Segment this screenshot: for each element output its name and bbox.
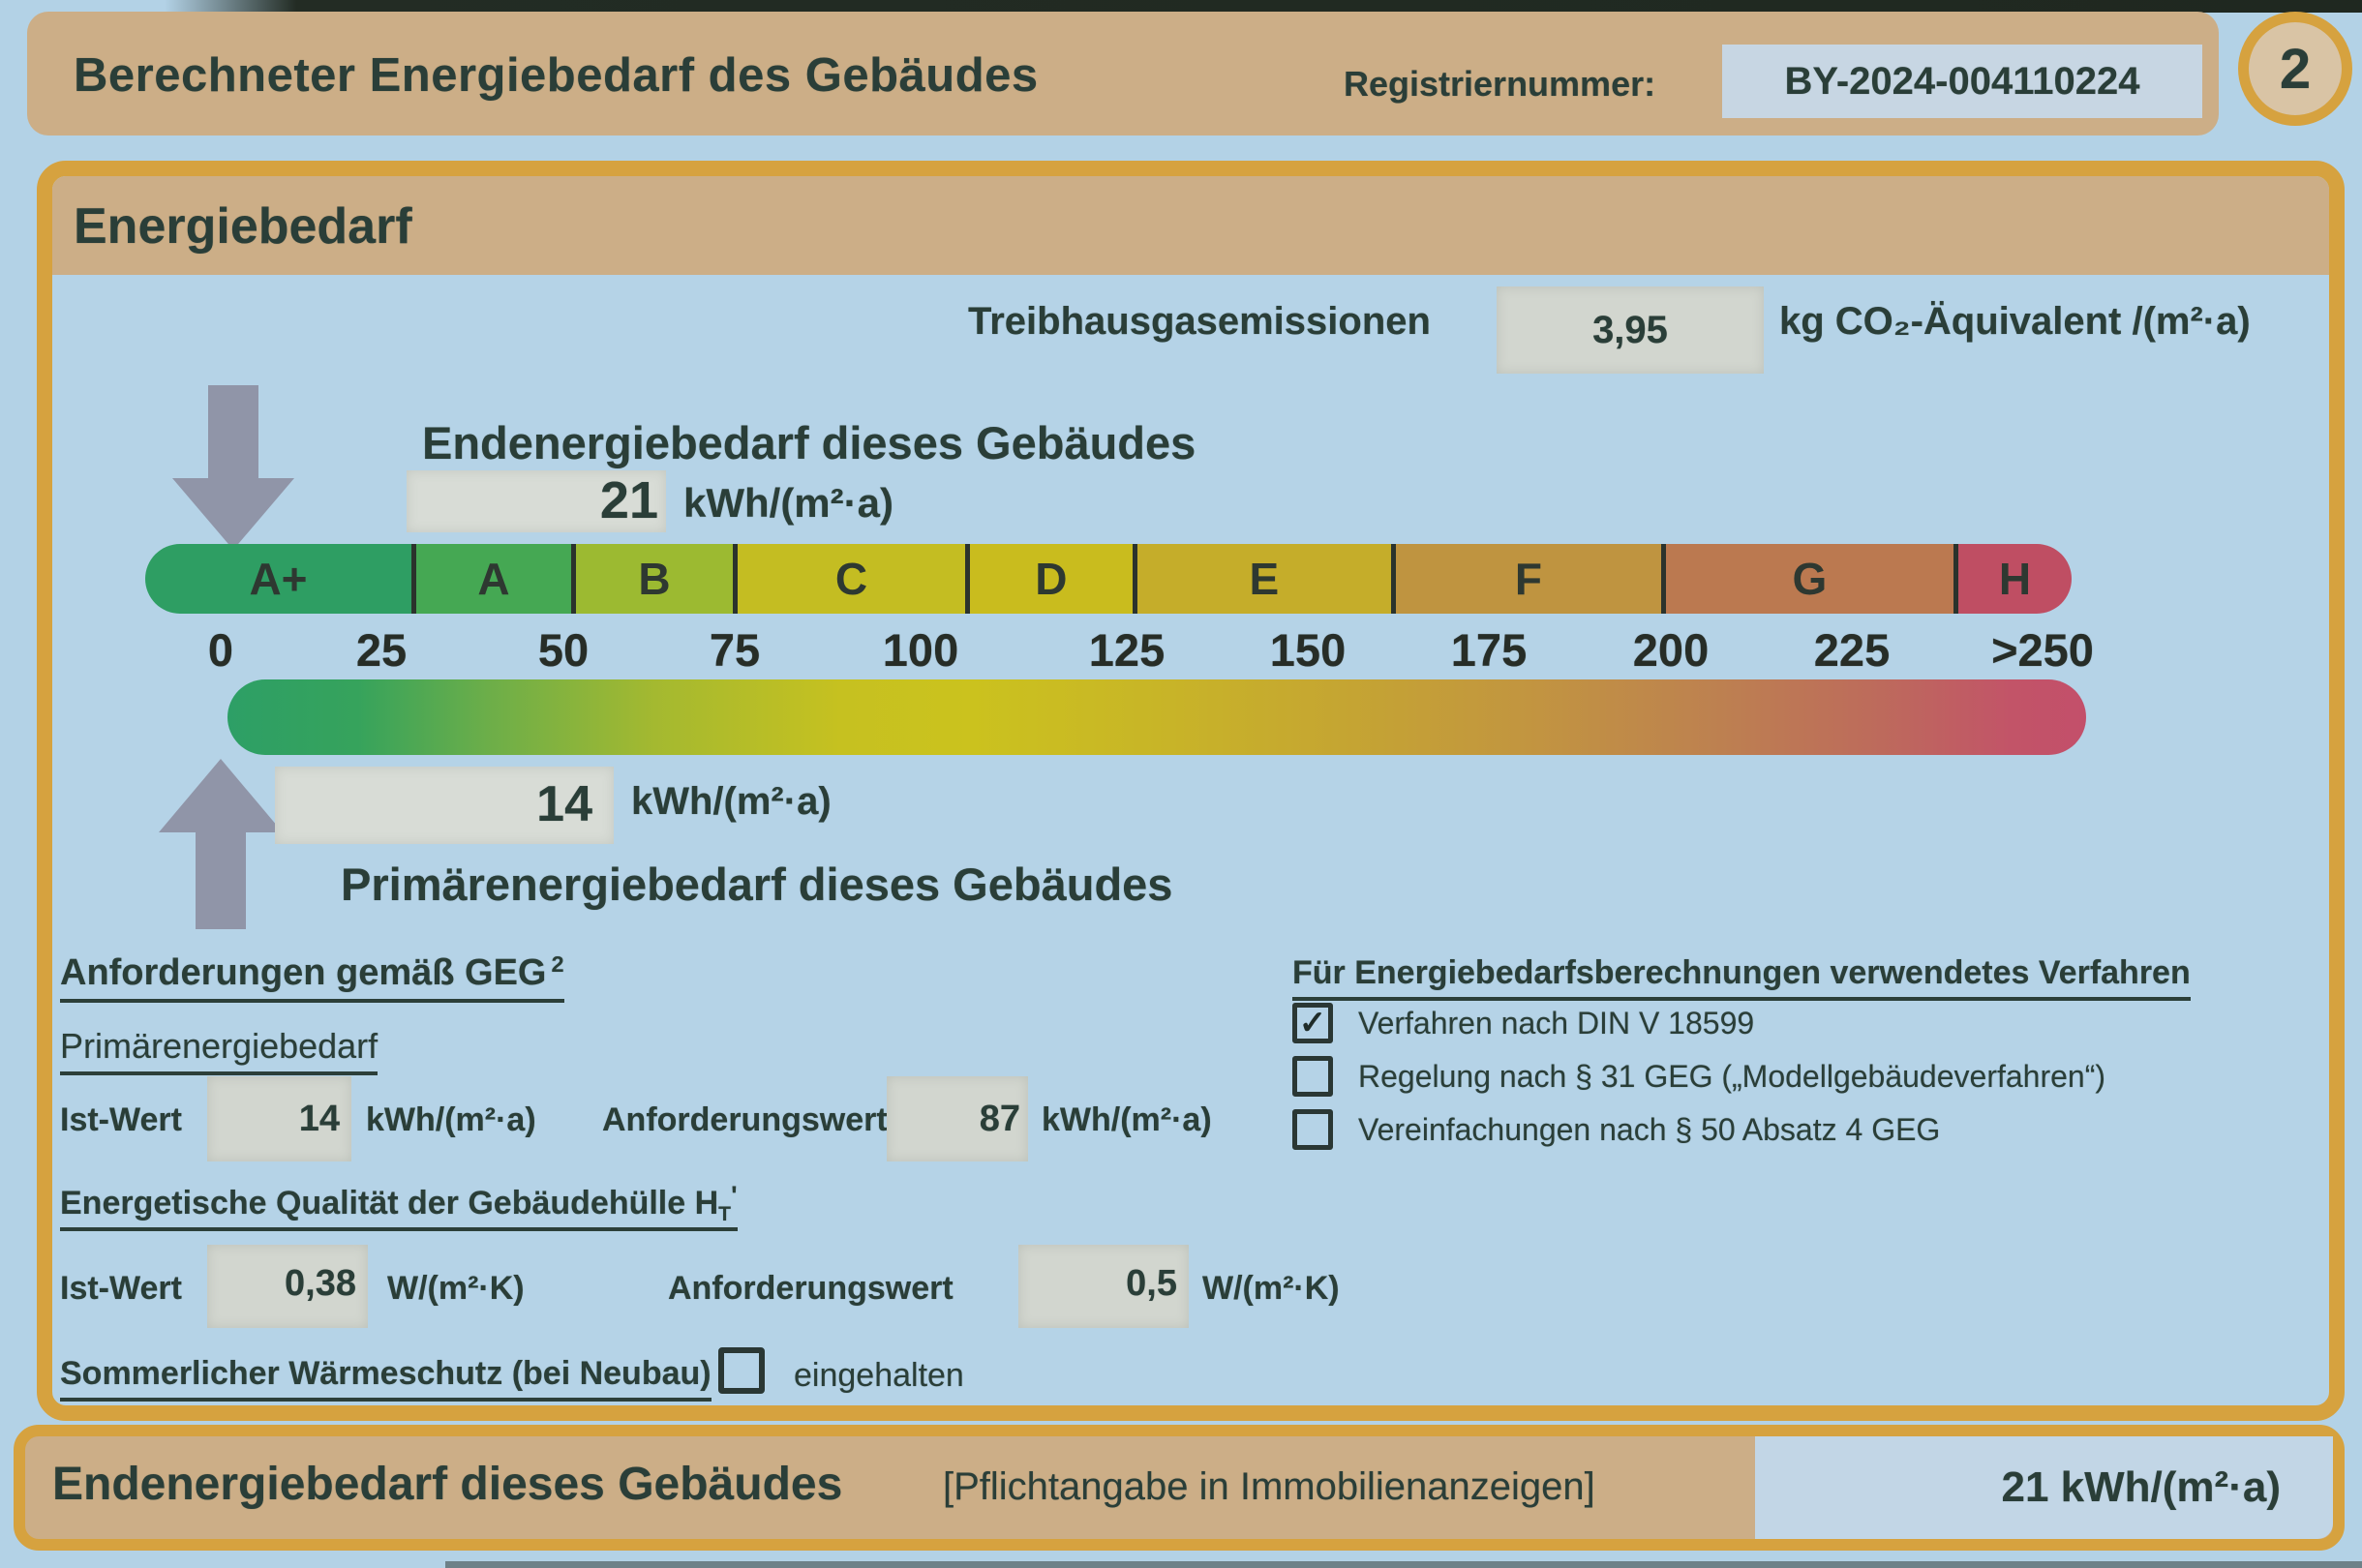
method-option-label: Verfahren nach DIN V 18599 — [1358, 1005, 1755, 1040]
requirements-heading-footnote: 2 — [551, 951, 564, 978]
efficiency-scale: A+ A B C D E F G H — [145, 544, 2072, 614]
requirements-heading-text: Anforderungen gemäß GEG — [60, 952, 547, 993]
scale-class-D: D — [964, 544, 1133, 614]
primary-energy-value: 14 — [536, 776, 592, 832]
primary-ist-unit: kWh/(m²·a) — [366, 1101, 536, 1138]
registry-number-value: BY-2024-004110224 — [1784, 60, 2140, 103]
up-arrow-icon — [196, 830, 246, 929]
down-arrow-head-icon — [172, 478, 294, 550]
envelope-quality-heading: Energetische Qualität der Gebäudehülle H… — [60, 1180, 738, 1231]
summer-heat-protection-checkbox-label: eingehalten — [794, 1357, 964, 1394]
method-heading: Für Energiebedarfsberechnungen verwendet… — [1292, 954, 2191, 1001]
primary-energy-label: Primärenergiebedarf dieses Gebäudes — [341, 859, 1173, 910]
emissions-label: Treibhausgasemissionen — [968, 300, 1431, 343]
scale-tick->250: >250 — [1991, 624, 2094, 676]
checkbox-checked-icon[interactable]: ✓ — [1292, 1003, 1333, 1043]
scale-class-G: G — [1660, 544, 1953, 614]
scale-tick-125: 125 — [1088, 624, 1166, 676]
checkbox-icon[interactable] — [1292, 1109, 1333, 1150]
scale-tick-25: 25 — [355, 624, 408, 676]
method-option: Vereinfachungen nach § 50 Absatz 4 GEG — [1292, 1109, 2105, 1150]
scale-tick-100: 100 — [882, 624, 959, 676]
primary-energy-unit: kWh/(m²·a) — [631, 780, 832, 823]
scale-class-H: H — [1953, 544, 2072, 614]
scale-tick-50: 50 — [537, 624, 590, 676]
primary-req-value: 87 — [979, 1099, 1020, 1139]
scale-class-F: F — [1390, 544, 1661, 614]
primary-energy-requirement-heading: Primärenergiebedarf — [60, 1026, 379, 1075]
scale-tick-150: 150 — [1269, 624, 1347, 676]
page-number-badge: 2 — [2238, 12, 2352, 126]
scale-tick-0: 0 — [207, 624, 234, 676]
down-arrow-icon — [208, 385, 258, 480]
footer-note: [Pflichtangabe in Immobilienanzeigen] — [943, 1465, 1595, 1508]
primary-ist-value: 14 — [298, 1099, 340, 1139]
scale-tick-75: 75 — [709, 624, 761, 676]
ht-subscript: T — [718, 1202, 732, 1225]
end-energy-value: 21 — [599, 471, 658, 529]
end-energy-value-field: 21 — [407, 470, 666, 532]
envelope-ist-value-field: 0,38 — [207, 1245, 368, 1328]
card-header-strip — [52, 176, 2329, 275]
primary-energy-value-field: 14 — [275, 767, 614, 844]
ist-wert-label: Ist-Wert — [60, 1101, 182, 1138]
method-option-label: Regelung nach § 31 GEG („Modellgebäudeve… — [1358, 1058, 2106, 1094]
energy-gradient-bar — [227, 679, 2086, 755]
summer-heat-protection-checkbox[interactable] — [718, 1347, 765, 1394]
scale-class-A+: A+ — [145, 544, 412, 614]
registry-number-label: Registriernummer: — [1344, 64, 1656, 104]
scale-class-C: C — [732, 544, 965, 614]
scale-tick-225: 225 — [1813, 624, 1891, 676]
end-energy-label: Endenergiebedarf dieses Gebäudes — [422, 417, 1196, 468]
requirements-heading: Anforderungen gemäß GEG 2 — [60, 951, 564, 1003]
footer-title: Endenergiebedarf dieses Gebäudes — [52, 1459, 843, 1510]
primary-req-value-field: 87 — [887, 1076, 1028, 1161]
ist-wert-label: Ist-Wert — [60, 1270, 182, 1307]
scale-class-A: A — [411, 544, 571, 614]
ht-prime-mark: ' — [731, 1180, 738, 1211]
end-energy-unit: kWh/(m²·a) — [683, 480, 893, 526]
summer-heat-protection-heading: Sommerlicher Wärmeschutz (bei Neubau) — [60, 1355, 712, 1402]
envelope-req-value: 0,5 — [1126, 1263, 1177, 1304]
page-title: Berechneter Energiebedarf des Gebäudes — [74, 49, 1039, 102]
scan-edge-bottom — [445, 1561, 2362, 1568]
envelope-req-value-field: 0,5 — [1018, 1245, 1189, 1328]
registry-number-field: BY-2024-004110224 — [1722, 45, 2202, 118]
emissions-unit: kg CO₂-Äquivalent /(m²·a) — [1779, 300, 2251, 343]
emissions-value-field: 3,95 — [1497, 286, 1764, 374]
method-option-label: Vereinfachungen nach § 50 Absatz 4 GEG — [1358, 1111, 1941, 1147]
anforderungswert-label: Anforderungswert — [668, 1270, 954, 1307]
section-title: Energiebedarf — [74, 198, 412, 255]
anforderungswert-label: Anforderungswert — [602, 1101, 888, 1138]
scale-tick-200: 200 — [1632, 624, 1710, 676]
scale-tick-175: 175 — [1450, 624, 1528, 676]
envelope-ist-value: 0,38 — [285, 1263, 356, 1304]
scale-class-E: E — [1132, 544, 1391, 614]
emissions-value: 3,95 — [1592, 309, 1668, 351]
envelope-ist-unit: W/(m²·K) — [387, 1270, 525, 1307]
envelope-req-unit: W/(m²·K) — [1202, 1270, 1340, 1307]
method-option: ✓ Verfahren nach DIN V 18599 — [1292, 1003, 2105, 1043]
primary-ist-value-field: 14 — [207, 1076, 351, 1161]
primary-req-unit: kWh/(m²·a) — [1042, 1101, 1212, 1138]
method-option: Regelung nach § 31 GEG („Modellgebäudeve… — [1292, 1056, 2105, 1097]
footer-value: 21 kWh/(m²·a) — [2001, 1463, 2281, 1511]
scan-edge-top — [165, 0, 2362, 13]
method-options: ✓ Verfahren nach DIN V 18599 Regelung nach… — [1292, 1003, 2105, 1150]
checkbox-icon[interactable] — [1292, 1056, 1333, 1097]
footer-value-field: 21 kWh/(m²·a) — [1755, 1436, 2333, 1539]
scale-class-B: B — [570, 544, 733, 614]
up-arrow-head-icon — [159, 759, 283, 832]
